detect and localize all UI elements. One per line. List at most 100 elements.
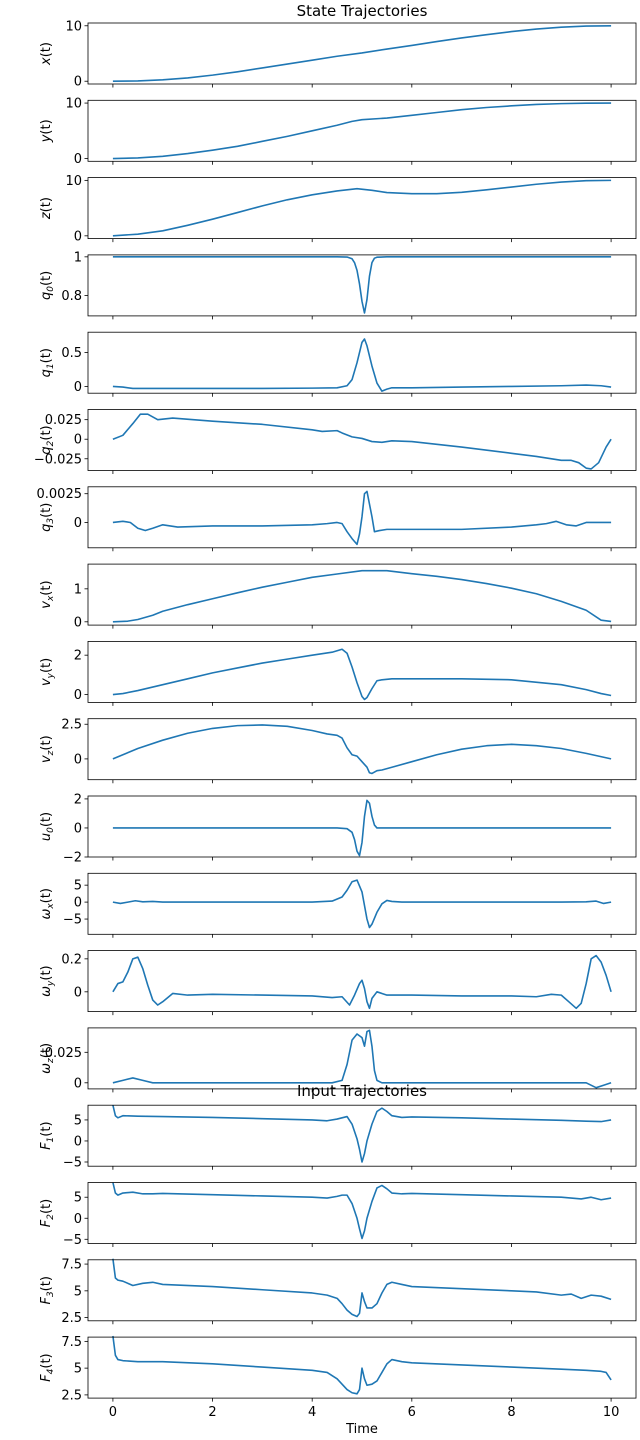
x-tick-label: 8: [507, 1405, 515, 1420]
panel-13: 0 0.2 ωy(t): [39, 950, 637, 1016]
panel-y-label-suffix: (t): [39, 1276, 54, 1291]
x-tick-label: 0: [109, 1405, 117, 1420]
y-tick-label: 2: [74, 649, 82, 664]
y-tick-label: 0.8: [61, 289, 82, 304]
panel-y-label-subscript: 2: [46, 440, 56, 446]
series-line: [112, 799, 612, 857]
panel-y-label-subscript: 2: [46, 1214, 56, 1220]
y-tick-label: 5: [74, 879, 82, 894]
panel-y-label: y(t): [39, 119, 54, 143]
panel-3: 0 10 z(t): [39, 174, 637, 244]
panel-y-label-subscript: 4: [46, 1368, 56, 1374]
panel-y-label-symbol: v: [39, 601, 54, 609]
panel-y-label-symbol: q: [39, 524, 54, 532]
panel-y-label: F1(t): [39, 1121, 56, 1149]
series-line: [112, 338, 612, 392]
panel-y-label-suffix: (t): [39, 1043, 54, 1058]
panel-y-label-subscript: 1: [46, 363, 56, 369]
axes-frame: [87, 641, 637, 703]
y-tick-label: 7.5: [61, 1258, 82, 1273]
panel-y-label-symbol: ω: [39, 909, 54, 920]
panel-y-label-suffix: (t): [39, 42, 54, 57]
series-line: [112, 413, 612, 470]
panel-y-label-suffix: (t): [39, 580, 54, 595]
panel-10: 0 2.5 vz(t): [39, 718, 637, 784]
y-tick-label: 1: [74, 582, 82, 597]
state-trajectories-title: State Trajectories: [297, 2, 428, 20]
panel-17: 2.5 5 7.5 F3(t): [39, 1258, 637, 1326]
panel-y-label-suffix: (t): [39, 271, 54, 286]
panel-5: 0 0.5 q1(t): [39, 331, 637, 397]
y-tick-label: 10: [65, 97, 82, 112]
panel-y-label: F3(t): [39, 1276, 56, 1304]
axes-frame: [87, 331, 637, 394]
y-tick-label: 5: [74, 1191, 82, 1206]
panel-y-label-symbol: v: [39, 678, 54, 686]
y-tick-label: 0: [74, 1212, 82, 1227]
y-tick-label: 2: [74, 792, 82, 807]
y-tick-label: 0: [74, 985, 82, 1000]
axes-frame: [87, 872, 637, 935]
panel-y-label: q0(t): [39, 271, 56, 300]
panel-y-label-subscript: y: [46, 672, 56, 679]
panel-y-label-subscript: z: [46, 750, 56, 756]
panel-2: 0 10 y(t): [39, 97, 637, 167]
axes-frame: [87, 1336, 637, 1399]
panel-y-label: x(t): [39, 42, 54, 66]
y-tick-label: 0.2: [61, 952, 82, 967]
y-tick-label: 1: [74, 250, 82, 265]
y-tick-label: 0: [74, 380, 82, 395]
panel-y-label-symbol: F: [39, 1219, 54, 1227]
panel-y-label-symbol: u: [39, 833, 54, 841]
x-tick-label: 2: [208, 1405, 216, 1420]
series-line: [112, 954, 612, 1010]
panel-y-label: vx(t): [39, 580, 56, 608]
panel-y-label-subscript: z: [46, 1058, 56, 1064]
y-tick-label: 0.0025: [37, 487, 83, 502]
panel-y-label: ωz(t): [39, 1043, 56, 1074]
y-tick-label: 0: [74, 433, 82, 448]
axes-frame: [87, 486, 637, 549]
y-tick-label: 7.5: [61, 1335, 82, 1350]
series-line: [112, 724, 612, 775]
panel-y-label-suffix: (t): [39, 1199, 54, 1214]
y-tick-label: 0: [74, 821, 82, 836]
panel-8: 0 1 vx(t): [39, 563, 637, 630]
y-tick-label: −0.025: [34, 452, 82, 467]
x-tick-label: 6: [408, 1405, 416, 1420]
axes-frame: [87, 795, 637, 858]
y-tick-label: 0: [74, 1076, 82, 1091]
panel-y-label-suffix: (t): [39, 425, 54, 440]
y-tick-label: 0.025: [45, 1046, 82, 1061]
series-line: [112, 879, 612, 929]
panel-y-label-symbol: q: [39, 369, 54, 377]
series-line: [112, 1029, 612, 1089]
panel-y-label-symbol: v: [39, 755, 54, 763]
series-line: [112, 102, 612, 160]
axes-frame: [87, 718, 637, 781]
panel-9: 0 2 vy(t): [39, 641, 637, 706]
series-line: [112, 1335, 612, 1395]
subplot-panels: 010x(t)010y(t)010z(t)0.81q0(t)00.5q1(t)−…: [34, 19, 637, 1420]
panel-4: 0.8 1 q0(t): [39, 250, 637, 320]
panel-y-label-subscript: 0: [46, 286, 56, 292]
axes-frame: [87, 950, 637, 1012]
panel-y-label-symbol: F: [39, 1297, 54, 1305]
panel-15: −5 0 5 F1(t): [39, 1104, 637, 1170]
axes-frame: [87, 1182, 637, 1244]
panel-y-label-symbol: z: [39, 211, 54, 220]
series-line: [112, 648, 612, 701]
series-line: [112, 179, 612, 237]
series-line: [112, 1105, 612, 1163]
series-line: [112, 490, 612, 546]
y-tick-label: 0.5: [61, 346, 82, 361]
y-tick-label: 5: [74, 1362, 82, 1377]
y-tick-label: 0: [74, 615, 82, 630]
panel-y-label-suffix: (t): [39, 503, 54, 518]
axes-frame: [87, 254, 637, 317]
x-axis-label: Time: [345, 1422, 378, 1437]
panel-y-label: ωx(t): [39, 888, 56, 919]
